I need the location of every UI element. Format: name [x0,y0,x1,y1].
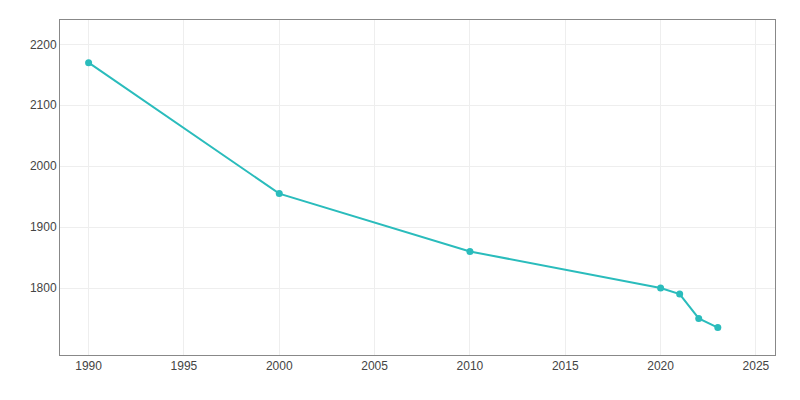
svg-text:1900: 1900 [30,220,57,234]
svg-text:2025: 2025 [743,359,770,373]
svg-text:1990: 1990 [75,359,102,373]
svg-text:2010: 2010 [457,359,484,373]
svg-text:2000: 2000 [266,359,293,373]
svg-text:1995: 1995 [171,359,198,373]
svg-text:2100: 2100 [30,98,57,112]
svg-text:2200: 2200 [30,38,57,52]
svg-text:2000: 2000 [30,159,57,173]
svg-text:2020: 2020 [647,359,674,373]
svg-text:1800: 1800 [30,281,57,295]
svg-text:2005: 2005 [361,359,388,373]
svg-text:2015: 2015 [552,359,579,373]
